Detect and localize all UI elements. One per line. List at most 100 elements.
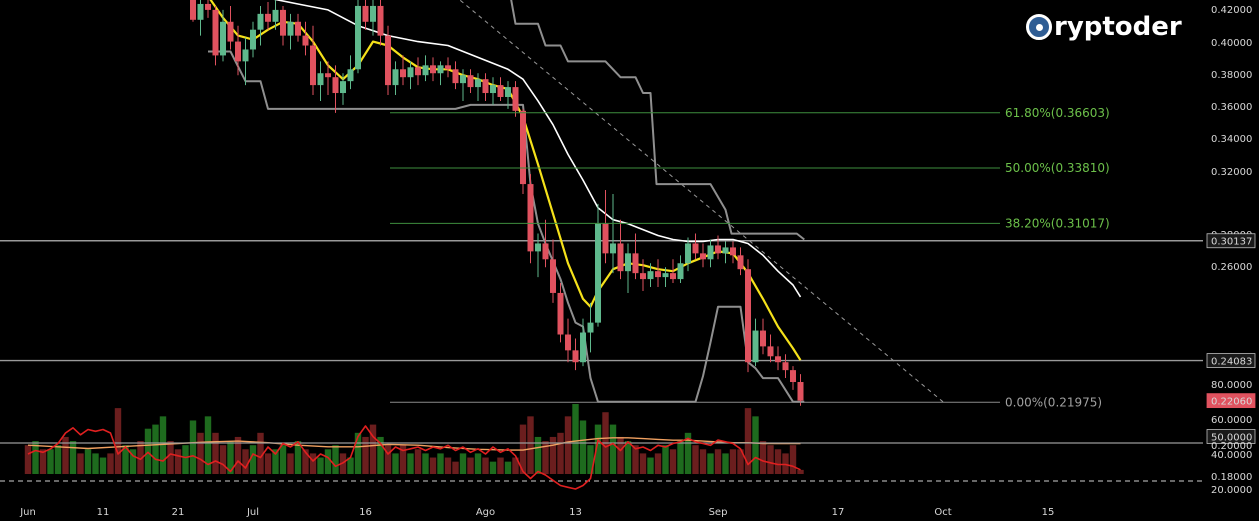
volume-bar	[144, 428, 152, 474]
volume-bar	[669, 449, 677, 474]
volume-bar	[722, 453, 729, 474]
volume-bar	[39, 449, 47, 474]
candle-body	[700, 253, 706, 260]
volume-bar	[377, 436, 384, 474]
volume-bar	[129, 449, 137, 474]
volume-bar	[789, 445, 797, 474]
candle-body	[640, 273, 646, 280]
price-tag-label: 0.30137	[1211, 237, 1252, 248]
volume-bar	[407, 453, 414, 474]
candle-body	[460, 75, 466, 84]
volume-bar	[399, 445, 407, 474]
candle-body	[287, 21, 294, 36]
candle-body	[362, 5, 369, 22]
volume-bar	[759, 441, 767, 474]
volume-bar	[692, 445, 699, 474]
candles-layer	[190, 0, 804, 406]
candle-body	[482, 79, 489, 94]
volume-bar	[279, 445, 287, 474]
brand-logo: ryptoder	[1026, 10, 1182, 44]
volume-bar	[767, 445, 774, 474]
fib-level-label: 50.00%(0.33810)	[1005, 161, 1110, 175]
candle-body	[520, 110, 526, 185]
channel-lower-line	[208, 50, 805, 403]
fibonacci-layer: 61.80%(0.36603) 50.00%(0.33810) 38.20%(0.3…	[390, 106, 1110, 409]
volume-bar	[774, 449, 782, 474]
volume-bar	[609, 424, 617, 474]
volume-bar	[557, 432, 564, 474]
rsi-axis-label: 40.0000	[1211, 450, 1252, 461]
volume-bar	[594, 424, 602, 474]
price-axis-label: 0.18000	[1211, 472, 1252, 483]
volume-bar	[249, 445, 257, 474]
candle-body	[302, 35, 309, 46]
candle-body	[647, 271, 654, 280]
volume-bar	[152, 424, 159, 474]
volume-bar	[272, 449, 279, 474]
volume-bar	[497, 457, 504, 474]
price-axis-label: 0.40000	[1211, 38, 1252, 49]
candle-body	[625, 253, 631, 272]
candle-body	[242, 49, 249, 62]
volume-bar	[114, 408, 122, 474]
candle-body	[760, 330, 766, 347]
rsi-panel: 80.0000 60.0000 50.0000 40.0000 20.0000	[0, 380, 1256, 496]
candle-body	[385, 35, 391, 86]
levels-layer	[0, 240, 1203, 362]
candle-body	[317, 73, 324, 86]
price-axis-label: 0.42000	[1211, 5, 1252, 16]
candle-body	[677, 263, 684, 280]
price-axis-label: 0.26000	[1211, 262, 1252, 273]
candle-body	[340, 81, 346, 94]
time-axis[interactable]: Jun 11 21 Jul 16 Ago 13 Sep 17 Oct 15	[19, 507, 1054, 518]
time-axis-label: 15	[1042, 507, 1055, 518]
candle-body	[272, 9, 279, 22]
volume-bar	[62, 436, 69, 474]
candle-body	[355, 5, 361, 70]
rsi-level-tag	[1206, 429, 1256, 444]
volume-bar	[84, 449, 92, 474]
time-axis-label: 13	[569, 507, 582, 518]
time-axis-label: 16	[359, 507, 372, 518]
rsi-axis-label: 50.0000	[1211, 433, 1252, 444]
candle-body	[212, 9, 219, 56]
candle-body	[595, 223, 601, 323]
volume-bar	[174, 449, 182, 474]
volume-bar	[347, 457, 354, 474]
rsi-axis-label: 20.0000	[1211, 485, 1252, 496]
volume-bar	[744, 408, 752, 474]
price-axis-label: 0.38000	[1211, 70, 1252, 81]
volume-bar	[444, 457, 452, 474]
volume-bar	[77, 453, 84, 474]
volume-bar	[107, 453, 114, 474]
brand-name: ryptoder	[1054, 12, 1182, 42]
price-axis[interactable]: 0.42000 0.40000 0.38000 0.36000 0.34000 0.320…	[1206, 5, 1256, 483]
volume-bar	[294, 441, 302, 474]
candle-body	[392, 69, 399, 86]
candle-body	[452, 69, 459, 84]
volume-bar	[677, 441, 684, 474]
candle-body	[602, 223, 609, 254]
volume-bar	[624, 441, 632, 474]
candle-body	[265, 13, 271, 22]
volume-bar	[242, 449, 249, 474]
trendline	[459, 0, 944, 403]
volume-bar	[309, 453, 317, 474]
candle-body	[722, 247, 729, 254]
fib-level-label: 38.20%(0.31017)	[1005, 216, 1110, 230]
volume-bar	[549, 436, 557, 474]
volume-bar	[654, 453, 662, 474]
volume-bar	[317, 457, 324, 474]
volume-bar	[332, 445, 339, 474]
candle-body	[662, 273, 669, 278]
volume-bar	[212, 432, 219, 474]
candle-body	[205, 3, 211, 10]
volume-bar	[429, 457, 437, 474]
volume-bar	[392, 453, 399, 474]
rsi-axis-label: 60.0000	[1211, 415, 1252, 426]
candle-body	[490, 85, 496, 94]
volume-bar	[662, 445, 669, 474]
volume-bar	[32, 441, 39, 474]
candle-body	[332, 77, 339, 94]
